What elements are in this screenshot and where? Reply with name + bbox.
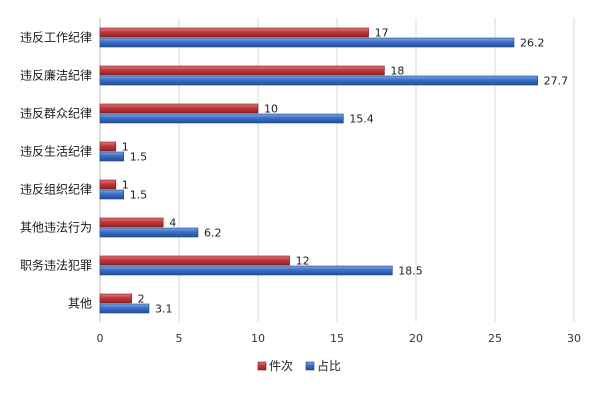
data-label: 3.1 (155, 303, 173, 316)
x-tick-label: 10 (251, 332, 265, 345)
bar-count (99, 217, 164, 228)
bars (99, 27, 538, 314)
bar-percent (99, 189, 125, 200)
data-label: 1 (122, 179, 129, 192)
gridlines (99, 18, 575, 322)
data-label: 4 (169, 217, 176, 230)
x-tick-label: 30 (567, 332, 581, 345)
bar-percent (99, 303, 150, 314)
bar-percent (99, 265, 393, 276)
bar-percent (99, 227, 199, 238)
data-label: 15.4 (349, 113, 374, 126)
bar-count (99, 141, 117, 152)
x-tick-label: 20 (409, 332, 423, 345)
x-tick-label: 15 (330, 332, 344, 345)
category-label: 违反组织纪律 (20, 183, 92, 197)
bar-count (99, 179, 117, 190)
data-label: 17 (375, 27, 389, 40)
bar-count (99, 27, 369, 38)
category-label: 其他 (68, 297, 92, 311)
x-tick-label: 25 (488, 332, 502, 345)
category-label: 职务违法犯罪 (20, 258, 92, 273)
data-label: 18 (390, 65, 404, 78)
bar-count (99, 255, 290, 266)
x-tick-label: 0 (97, 332, 104, 345)
bar-percent (99, 113, 344, 124)
legend-label: 件次 (269, 359, 293, 373)
bar-percent (99, 37, 515, 48)
data-label: 1.5 (130, 151, 148, 164)
data-label: 6.2 (204, 227, 222, 240)
category-label: 违反生活纪律 (20, 145, 92, 159)
category-labels: 违反工作纪律违反廉洁纪律违反群众纪律违反生活纪律违反组织纪律其他违法行为职务违法… (20, 31, 92, 311)
x-tick-label: 5 (176, 332, 183, 345)
category-label: 违反廉洁纪律 (20, 68, 92, 83)
category-label: 违反群众纪律 (20, 107, 92, 121)
bar-percent (99, 151, 125, 162)
legend-swatch (305, 361, 315, 371)
data-label: 1 (122, 141, 129, 154)
data-label: 2 (138, 293, 145, 306)
legend-label: 占比 (317, 358, 341, 373)
legend-swatch (257, 361, 267, 371)
bar-percent (99, 75, 538, 86)
legend: 件次 占比 (257, 358, 341, 373)
x-axis-ticks: 0 5 10 15 20 25 30 (97, 332, 582, 345)
data-label: 18.5 (398, 265, 423, 278)
category-label: 违反工作纪律 (20, 31, 92, 45)
data-label: 10 (264, 103, 278, 116)
bar-count (99, 293, 132, 304)
bar-count (99, 65, 385, 76)
data-label: 27.7 (544, 75, 569, 88)
data-label: 26.2 (520, 37, 545, 50)
data-label: 12 (296, 255, 310, 268)
data-label: 1.5 (130, 189, 148, 202)
bar-count (99, 103, 259, 114)
category-label: 其他违法行为 (20, 221, 92, 235)
